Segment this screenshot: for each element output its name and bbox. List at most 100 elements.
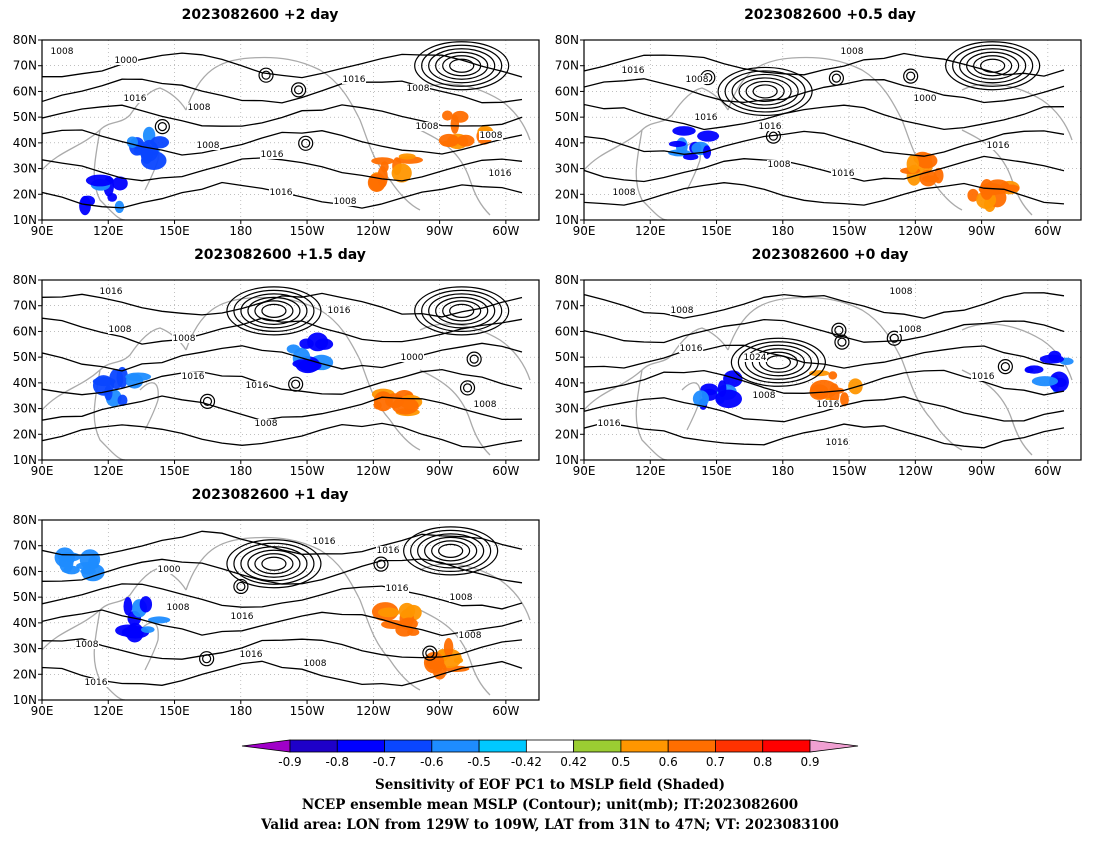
contour-label-bg (75, 640, 99, 649)
contour-label: 1016 (270, 188, 293, 198)
sensitivity-shading (697, 130, 720, 142)
lon-tick-label: 120E (93, 224, 124, 238)
lon-tick-label: 180 (229, 224, 252, 238)
sensitivity-shading (85, 174, 114, 187)
low-center-contour (261, 303, 287, 318)
contour-label-bg (123, 94, 147, 103)
contour-label: 1016 (343, 75, 366, 85)
contour-label-bg (816, 400, 840, 409)
map-background (42, 520, 539, 700)
sensitivity-shading (139, 596, 153, 613)
colorbar-label: 0.7 (706, 755, 725, 769)
lat-tick-label: 20N (13, 667, 37, 681)
low-center-contour (435, 296, 489, 325)
low-center-contour (751, 348, 805, 377)
small-contour (233, 578, 249, 595)
low-center-contour (442, 300, 482, 322)
contour-label-bg (245, 381, 269, 390)
small-contour (236, 581, 246, 592)
sensitivity-shading (828, 371, 838, 380)
map-panel-0day: 1016 1008 1016 1008 1016 1016 1008 1024 1016 1008… (555, 273, 1082, 478)
colorbar-label: 0.5 (611, 755, 630, 769)
contour-label-bg (50, 47, 74, 56)
lat-tick-label: 20N (13, 187, 37, 201)
contour-label: 1016 (695, 113, 718, 123)
contour-label: 1008 (480, 131, 503, 141)
contour-label-bg (685, 75, 709, 84)
low-center-contour (952, 44, 1034, 87)
contour-label: 1008 (173, 334, 196, 344)
lat-tick-label: 60N (555, 84, 579, 98)
lat-tick-label: 10N (555, 453, 579, 467)
mslp-contour (42, 368, 523, 396)
low-center-contour (731, 73, 799, 110)
small-contour (889, 333, 899, 343)
sensitivity-shading (391, 163, 412, 183)
low-center-contour (424, 536, 478, 565)
lat-tick-label: 80N (13, 33, 37, 47)
sensitivity-shading (371, 157, 395, 165)
contour-label: 1016 (328, 306, 351, 316)
low-center-contour (428, 48, 496, 84)
panel-title-05day: 2023082600 +0.5 day (744, 7, 916, 23)
sensitivity-shading (286, 344, 301, 354)
lat-tick-label: 20N (555, 187, 579, 201)
lat-tick-label: 60N (555, 324, 579, 338)
contour-label: 1008 (407, 84, 430, 94)
lon-tick-label: 60W (492, 224, 519, 238)
contour-label: 1016 (85, 678, 108, 688)
small-contour (462, 383, 473, 393)
lon-tick-label: 120E (93, 464, 124, 478)
small-contour (837, 337, 847, 347)
sensitivity-shading (367, 173, 386, 192)
lon-tick-label: 60W (1034, 224, 1061, 238)
contour-label-bg (303, 659, 327, 668)
contour-label-bg (260, 150, 284, 159)
contour-label: 1008 (167, 603, 190, 613)
contour-label-bg (342, 75, 366, 84)
mslp-contour (42, 638, 523, 660)
panel-title-15day: 2023082600 +1.5 day (194, 247, 366, 263)
sensitivity-shading (150, 136, 170, 149)
panel-title-2day: 2023082600 +2 day (181, 7, 339, 23)
lon-tick-label: 90E (31, 464, 54, 478)
map-frame (41, 279, 540, 461)
colorbar-label: 0.6 (659, 755, 678, 769)
small-contour (199, 651, 215, 667)
lat-tick-label: 40N (555, 376, 579, 390)
small-contour (202, 654, 212, 664)
sensitivity-shading (1031, 376, 1059, 387)
lon-tick-label: 90E (31, 224, 54, 238)
contour-label: 1016 (817, 400, 840, 410)
low-center-contour (980, 58, 1006, 73)
lon-tick-label: 180 (229, 704, 252, 718)
small-contour (886, 330, 902, 346)
small-contour (288, 376, 304, 392)
contour-label: 1000 (158, 565, 181, 575)
coastline (681, 142, 701, 191)
contour-label-bg (84, 678, 108, 687)
small-contour (290, 82, 307, 98)
map-panel-1day: 1008 1016 1016 1016 1008 1016 1000 1016 1008 1016… (13, 513, 540, 718)
contour-label-bg (333, 197, 357, 206)
sensitivity-shading (1039, 354, 1065, 364)
low-center-contour (421, 44, 503, 87)
mslp-contour (584, 369, 1065, 396)
contour-label-bg (269, 188, 293, 197)
low-center-contour (254, 300, 294, 322)
contour-label: 1016 (313, 537, 336, 547)
lat-tick-label: 10N (13, 453, 37, 467)
contour-label-bg (166, 603, 190, 612)
contour-label-bg (694, 113, 718, 122)
contour-label-bg (458, 631, 482, 640)
coastline (139, 622, 159, 671)
contour-label: 1008 (76, 640, 99, 650)
coastline (961, 323, 1073, 381)
low-center-contour (744, 344, 812, 380)
mslp-contour (42, 583, 523, 610)
lat-tick-label: 30N (555, 402, 579, 416)
colorbar-label: -0.7 (373, 755, 396, 769)
lon-tick-label: 90W (426, 704, 453, 718)
contour-label-bg (108, 325, 132, 334)
contour-label-bg (971, 372, 995, 381)
